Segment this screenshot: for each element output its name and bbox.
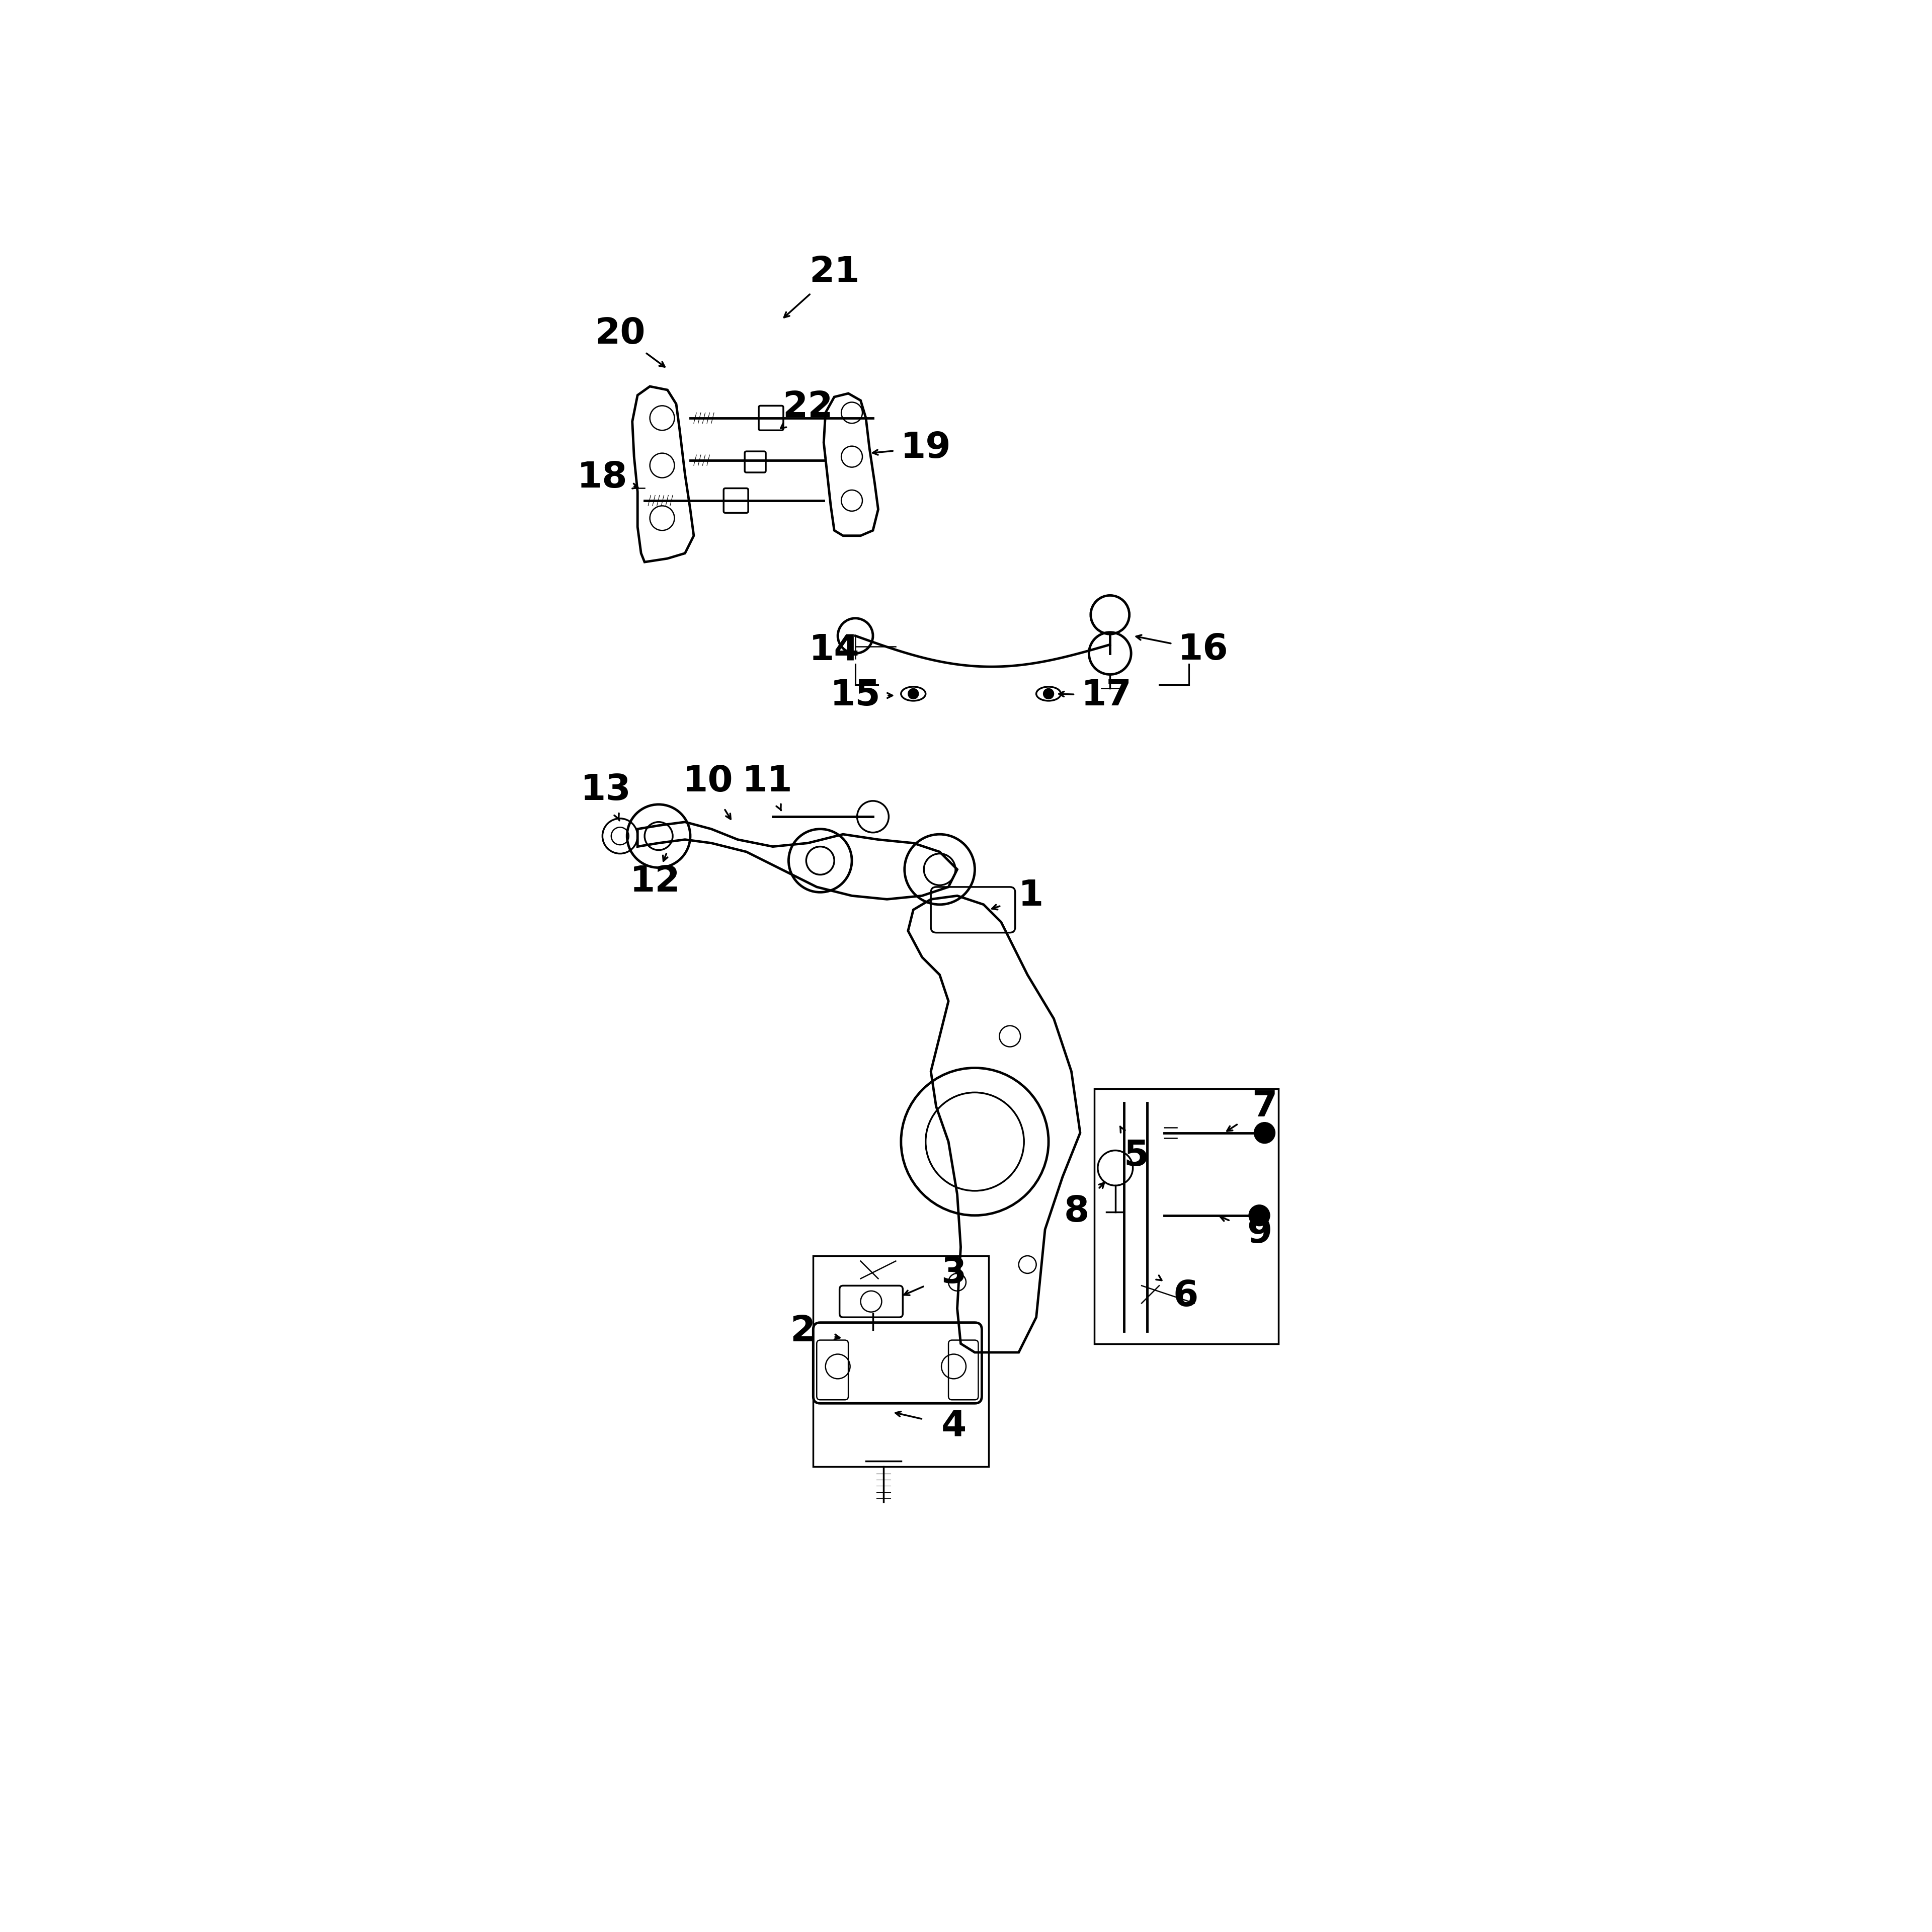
Text: 13: 13 xyxy=(582,773,632,808)
Text: 1: 1 xyxy=(1018,879,1043,914)
Bar xyxy=(813,1256,989,1466)
Text: 21: 21 xyxy=(810,255,860,290)
Text: 8: 8 xyxy=(1065,1194,1090,1229)
Circle shape xyxy=(1254,1122,1275,1144)
Text: 12: 12 xyxy=(630,864,680,898)
Text: 2: 2 xyxy=(790,1314,815,1349)
Text: 9: 9 xyxy=(1246,1215,1271,1250)
Text: 5: 5 xyxy=(1124,1138,1150,1173)
Text: 11: 11 xyxy=(742,765,792,800)
Text: 15: 15 xyxy=(831,678,881,713)
Text: 14: 14 xyxy=(810,632,860,667)
Text: 17: 17 xyxy=(1082,678,1132,713)
Text: 18: 18 xyxy=(578,460,628,495)
Text: 20: 20 xyxy=(595,317,645,352)
Bar xyxy=(1094,1090,1279,1343)
Text: 22: 22 xyxy=(782,390,833,425)
Text: 7: 7 xyxy=(1252,1090,1277,1124)
Text: 16: 16 xyxy=(1179,632,1229,667)
Circle shape xyxy=(1043,688,1053,699)
Circle shape xyxy=(908,688,918,699)
Text: 3: 3 xyxy=(941,1256,966,1291)
Text: 4: 4 xyxy=(941,1408,966,1443)
Text: 6: 6 xyxy=(1173,1279,1198,1314)
Circle shape xyxy=(1248,1206,1269,1227)
Text: 19: 19 xyxy=(900,431,951,466)
Text: 10: 10 xyxy=(682,765,732,800)
